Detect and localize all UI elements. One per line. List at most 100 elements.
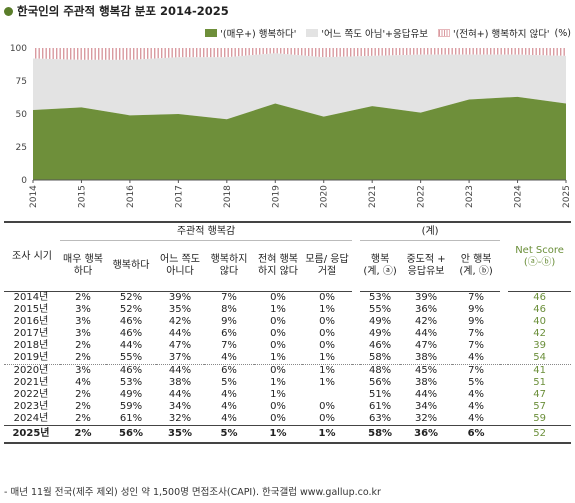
- net-score-cell: 51: [533, 377, 546, 388]
- total-cell: 47%: [414, 340, 438, 351]
- y-tick-label: 25: [16, 143, 27, 153]
- legend-label-happy: '(매우+) 행복하다': [220, 29, 297, 40]
- legend-unit: (%): [554, 27, 571, 39]
- value-cell: 6%: [221, 328, 237, 339]
- col-gap: [500, 241, 508, 292]
- total-cell: 53%: [368, 292, 392, 303]
- net-score-cell: 46: [533, 304, 546, 315]
- x-tick-label: 2022: [417, 185, 427, 208]
- gap-cell: [500, 389, 508, 401]
- value-cell: 0%: [319, 413, 335, 424]
- value-cell: 4%: [221, 389, 237, 400]
- value-cell: 1%: [302, 425, 353, 444]
- total-cell: 36%: [414, 304, 438, 315]
- value-cell: 35%: [156, 425, 204, 444]
- total-cell: 36%: [400, 425, 453, 444]
- table-row: 2025년 2% 56% 35% 5% 1% 1% 58% 36% 6% 52: [4, 425, 572, 444]
- year-cell: 2021년: [13, 377, 49, 388]
- value-cell: 7%: [221, 340, 237, 351]
- col-header-total-1: 중도적 + 응답유보: [400, 240, 453, 292]
- gap-cell: [352, 328, 360, 340]
- value-cell: 1%: [319, 352, 335, 363]
- x-tick-label: 2015: [77, 185, 87, 208]
- legend-item-unhappy: '(전혀+) 행복하지 않다' (%): [437, 26, 571, 40]
- value-cell: 0%: [319, 328, 335, 339]
- gap-cell: [500, 328, 508, 340]
- value-cell: 1%: [270, 352, 286, 363]
- table-row: 2015년 3% 52% 35% 8% 1% 1% 55% 36% 9% 46: [4, 304, 571, 316]
- area-series-neutral: [33, 53, 566, 120]
- col-net-header: Net Score (ⓐ-ⓑ): [508, 221, 572, 292]
- gap-cell: [500, 316, 508, 328]
- value-cell: 0%: [270, 340, 286, 351]
- area-series-unhappy: [33, 48, 566, 60]
- value-cell: 52%: [119, 292, 143, 303]
- value-cell: 44%: [119, 340, 143, 351]
- value-cell: 47%: [168, 340, 192, 351]
- legend-item-neutral: '어느 쪽도 아님'+응답유보: [306, 26, 428, 40]
- total-cell: 34%: [414, 401, 438, 412]
- table-row: 2014년 2% 52% 39% 7% 0% 0% 53% 39% 7% 46: [4, 292, 571, 305]
- value-cell: 0%: [319, 340, 335, 351]
- net-score-cell: 59: [533, 413, 546, 424]
- value-cell: 55%: [119, 352, 143, 363]
- total-cell: 44%: [414, 328, 438, 339]
- net-score-cell: 52: [508, 425, 572, 444]
- value-cell: 1%: [270, 389, 286, 400]
- year-cell: 2018년: [13, 340, 49, 351]
- value-cell: 0%: [270, 328, 286, 339]
- net-score-cell: 47: [533, 389, 546, 400]
- gap-cell: [500, 401, 508, 413]
- x-tick-label: 2018: [223, 185, 233, 208]
- total-cell: 42%: [414, 316, 438, 327]
- gap-cell: [352, 352, 360, 365]
- year-cell: 2014년: [13, 292, 49, 303]
- value-cell: 0%: [319, 292, 335, 303]
- net-score-cell: 39: [533, 340, 546, 351]
- year-cell: 2023년: [13, 401, 49, 412]
- total-cell: 56%: [368, 377, 392, 388]
- value-cell: 6%: [204, 364, 254, 377]
- value-cell: 2%: [75, 389, 91, 400]
- x-tick-label: 2021: [368, 185, 378, 208]
- plot-area: [33, 48, 566, 180]
- col-header-2: 어느 쪽도 아니다: [156, 240, 204, 292]
- value-cell: 4%: [221, 401, 237, 412]
- total-cell: 6%: [452, 425, 501, 444]
- value-cell: 52%: [119, 304, 143, 315]
- total-cell: 55%: [368, 304, 392, 315]
- total-cell: 49%: [368, 328, 392, 339]
- total-cell: 46%: [368, 340, 392, 351]
- total-cell: 39%: [414, 292, 438, 303]
- total-cell: 61%: [368, 401, 392, 412]
- x-tick-label: 2016: [126, 185, 136, 208]
- net-score-cell: 40: [533, 316, 546, 327]
- value-cell: 3%: [75, 316, 91, 327]
- y-tick-label: 100: [10, 44, 27, 54]
- total-cell: 5%: [468, 377, 485, 388]
- total-cell: 9%: [468, 316, 485, 327]
- total-cell: 45%: [400, 364, 453, 377]
- gap-cell: [500, 304, 508, 316]
- value-cell: 0%: [254, 364, 302, 377]
- total-cell: 7%: [468, 340, 485, 351]
- value-cell: 1%: [302, 364, 353, 377]
- table-row: 2018년 2% 44% 47% 7% 0% 0% 46% 47% 7% 39: [4, 340, 571, 352]
- year-cell: 2024년: [13, 413, 49, 424]
- value-cell: 39%: [168, 292, 192, 303]
- value-cell: 5%: [221, 377, 237, 388]
- value-cell: 44%: [156, 364, 204, 377]
- total-cell: 9%: [468, 304, 485, 315]
- gap-cell: [500, 413, 508, 426]
- legend-swatch-gray-icon: [306, 29, 319, 37]
- table-row: 2017년 3% 46% 44% 6% 0% 0% 49% 44% 7% 42: [4, 328, 571, 340]
- value-cell: 4%: [75, 377, 91, 388]
- value-cell: 1%: [270, 304, 286, 315]
- gap-cell: [352, 377, 360, 389]
- col-header-3: 행복하지 않다: [204, 240, 254, 292]
- total-cell: 58%: [368, 352, 392, 363]
- x-axis: 2014 2015 2016 2017 2018 2019 2020 2021 2022 2023…: [29, 179, 572, 208]
- total-cell: 4%: [468, 352, 485, 363]
- value-cell: 61%: [119, 413, 143, 424]
